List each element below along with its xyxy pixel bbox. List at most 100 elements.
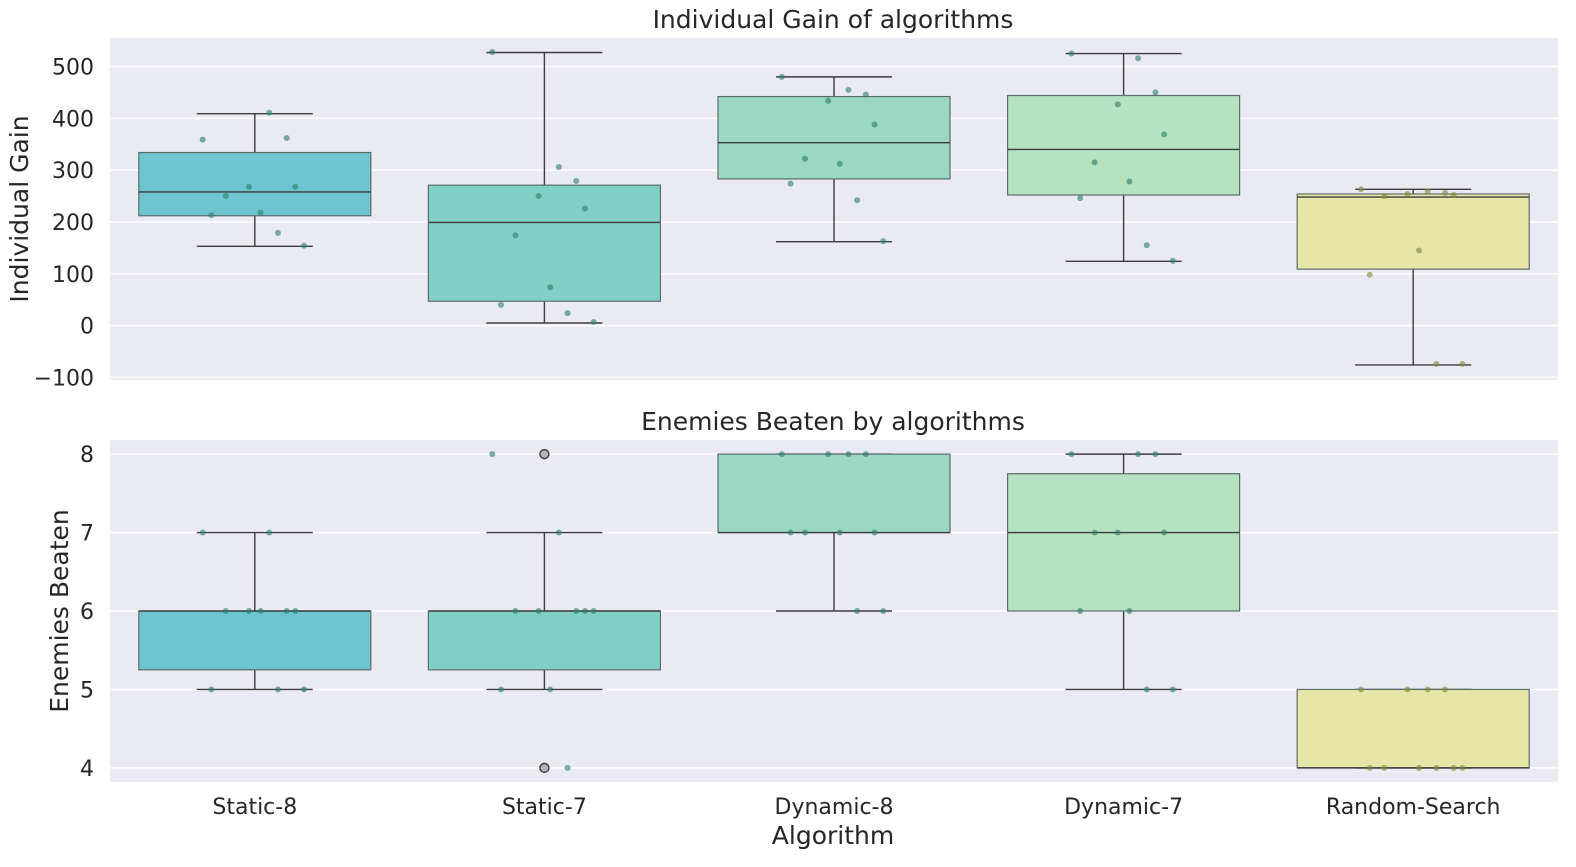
box-body <box>1296 688 1530 769</box>
data-point <box>535 193 542 200</box>
data-point <box>1068 50 1075 57</box>
x-tick-label: Random-Search <box>1326 795 1501 820</box>
data-point <box>836 529 843 536</box>
data-point <box>1143 686 1150 693</box>
box-body <box>138 610 372 671</box>
box-dynamic-8 <box>717 76 951 243</box>
data-point <box>871 529 878 536</box>
y-tick-label: 8 <box>80 443 94 468</box>
data-point <box>274 229 281 236</box>
data-point <box>489 451 496 458</box>
y-tick-label: 400 <box>52 107 94 132</box>
data-point <box>1415 247 1422 254</box>
panel-1: −100 0 100 200 300 400 500 Individual Gain of a… <box>5 5 1558 391</box>
data-point <box>564 310 571 317</box>
data-point <box>1358 186 1365 193</box>
data-point <box>1459 360 1466 367</box>
data-point <box>283 135 290 142</box>
y-tick-label: 7 <box>80 522 94 547</box>
data-point <box>1135 55 1142 62</box>
box-static-8 <box>138 531 372 691</box>
data-point <box>1442 686 1449 693</box>
x-tick-label: Static-8 <box>212 795 297 820</box>
data-point <box>1404 190 1411 197</box>
data-point <box>1424 686 1431 693</box>
data-point <box>1161 529 1168 536</box>
data-point <box>555 529 562 536</box>
box-body <box>717 453 951 534</box>
data-point <box>1152 89 1159 96</box>
data-point <box>1404 686 1411 693</box>
box-body <box>427 610 661 671</box>
box-body <box>1006 94 1241 196</box>
data-point <box>778 73 785 80</box>
data-point <box>1077 195 1084 202</box>
data-point <box>1424 188 1431 195</box>
data-point <box>257 209 264 216</box>
data-point <box>555 164 562 171</box>
data-point <box>778 451 785 458</box>
data-point <box>222 193 229 200</box>
data-point <box>1358 686 1365 693</box>
outlier-point <box>539 448 550 460</box>
data-point <box>199 529 206 536</box>
y-tick-label: 100 <box>52 263 94 288</box>
data-point <box>845 451 852 458</box>
data-point <box>246 608 253 614</box>
y-tick-label: −100 <box>34 366 94 391</box>
data-point <box>854 197 861 204</box>
box-body <box>717 95 951 180</box>
panel-2: 4 5 6 7 8 Enemies Beaten by algorithms Enemies… <box>45 407 1558 850</box>
x-tick-label: Dynamic-8 <box>775 795 894 820</box>
data-point <box>292 608 299 614</box>
y-tick-label: 300 <box>52 159 94 184</box>
data-point <box>862 451 869 458</box>
data-point <box>1433 360 1440 367</box>
data-point <box>1381 193 1388 200</box>
y-tick-label: 6 <box>80 600 94 625</box>
box-body <box>1006 473 1241 612</box>
data-point <box>825 451 832 458</box>
data-point <box>266 109 273 116</box>
data-point <box>836 160 843 167</box>
data-point <box>257 608 264 614</box>
box-dynamic-7 <box>1006 52 1241 263</box>
data-point <box>825 97 832 104</box>
box-static-7 <box>427 51 661 324</box>
data-point <box>222 608 229 614</box>
box-body <box>427 184 661 302</box>
data-point <box>880 608 887 614</box>
chart-title: Individual Gain of algorithms <box>653 5 1014 34</box>
data-point <box>802 155 809 162</box>
data-point <box>1152 451 1159 458</box>
data-point <box>1114 529 1121 536</box>
data-point <box>301 242 308 249</box>
data-point <box>301 686 308 693</box>
y-tick-label: 5 <box>80 678 94 703</box>
data-point <box>1161 131 1168 138</box>
data-point <box>1442 189 1449 196</box>
data-point <box>208 212 215 219</box>
data-point <box>497 686 504 693</box>
data-point <box>246 183 253 190</box>
data-point <box>1169 257 1176 264</box>
data-point <box>1450 192 1457 199</box>
data-point <box>862 91 869 98</box>
data-point <box>266 529 273 536</box>
y-tick-label: 200 <box>52 211 94 236</box>
box-static-7 <box>427 448 661 774</box>
data-point <box>1114 101 1121 108</box>
data-point <box>1068 451 1075 458</box>
data-point <box>590 318 597 325</box>
data-point <box>590 608 597 614</box>
data-point <box>581 608 588 614</box>
data-point <box>512 232 519 239</box>
data-point <box>1135 451 1142 458</box>
x-tick-label: Dynamic-7 <box>1064 795 1183 820</box>
box-random-search <box>1296 188 1530 366</box>
data-point <box>1126 178 1133 185</box>
data-point <box>199 136 206 143</box>
y-tick-label: 4 <box>80 757 94 782</box>
box-static-8 <box>138 112 372 248</box>
